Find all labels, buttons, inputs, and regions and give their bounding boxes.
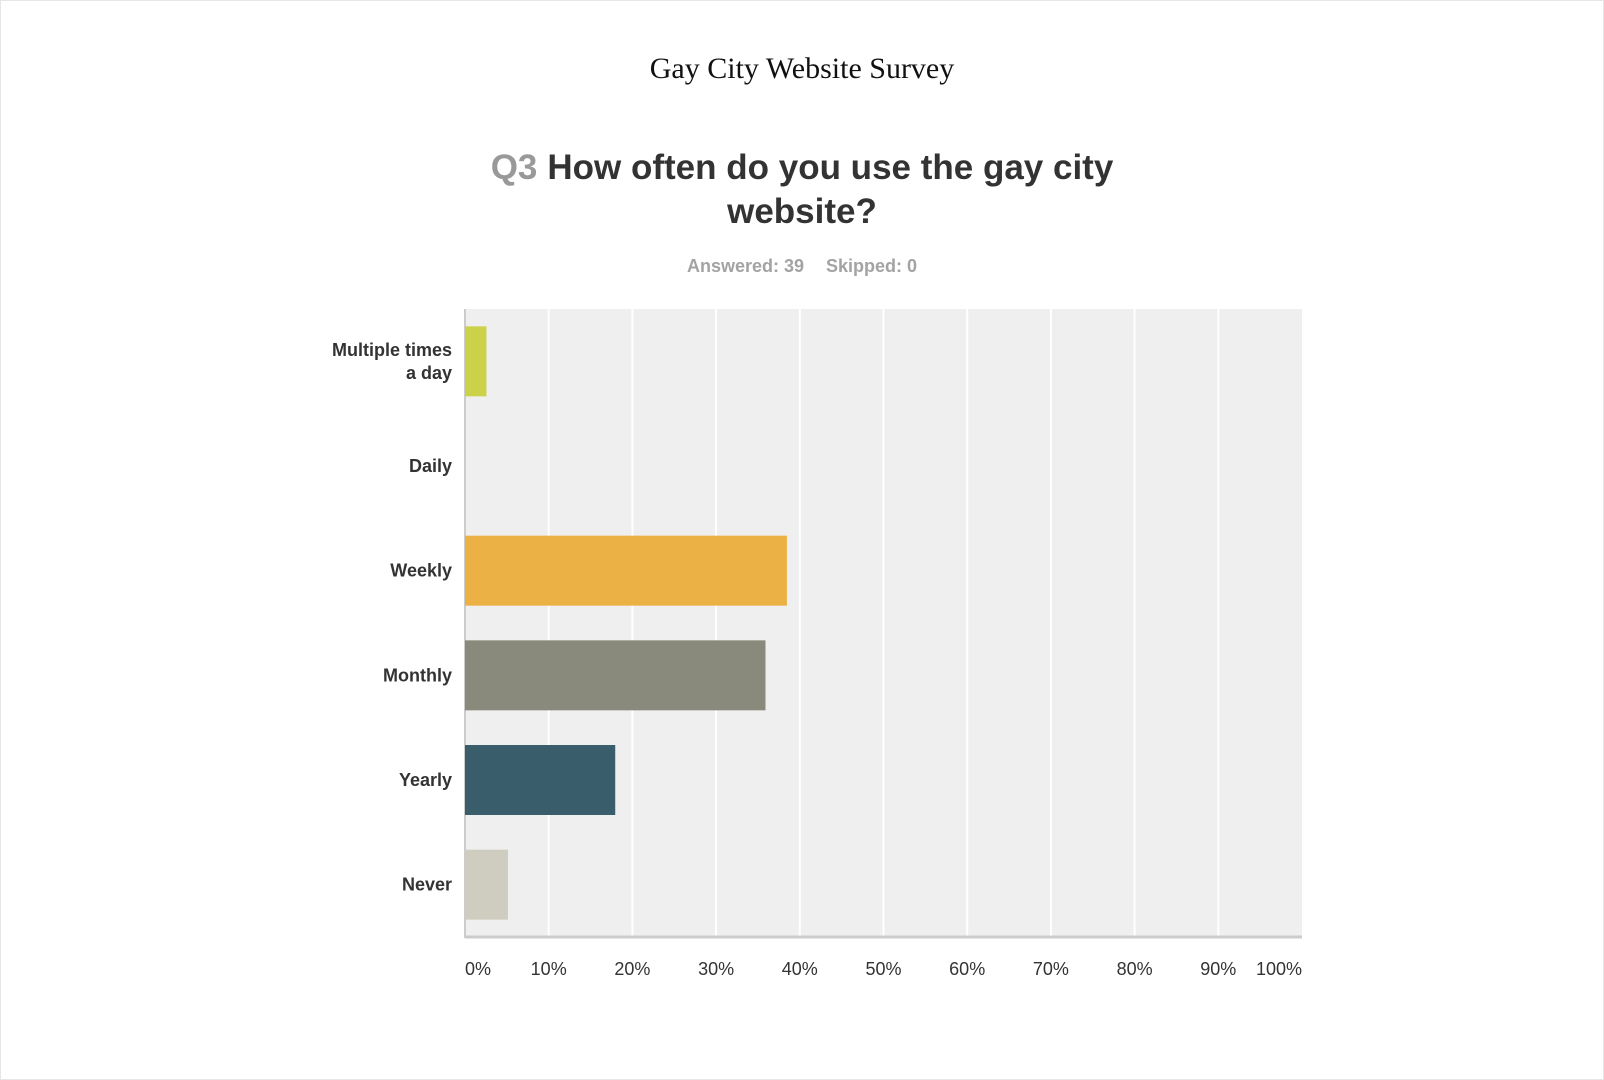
x-tick-label: 30%	[698, 959, 734, 979]
survey-title: Gay City Website Survey	[649, 52, 955, 85]
bar-yearly	[465, 745, 616, 815]
category-label: Monthly	[383, 665, 452, 685]
bar-multiple-times-a-day	[465, 326, 487, 397]
question-text: How often do you use the gay city websit…	[547, 148, 1114, 231]
x-tick-label: 70%	[1033, 959, 1069, 979]
skipped-count: Skipped: 0	[826, 256, 918, 276]
bar-weekly	[465, 535, 787, 606]
x-tick-label: 100%	[1256, 959, 1302, 979]
bar-never	[465, 849, 508, 920]
x-tick-label: 20%	[614, 959, 650, 979]
category-label: Weekly	[390, 561, 452, 581]
x-tick-label: 60%	[949, 959, 985, 979]
category-label: Daily	[409, 456, 452, 476]
x-tick-label: 40%	[782, 959, 818, 979]
x-tick-label: 0%	[465, 959, 491, 979]
question-heading: Q3 How often do you use the gay city webs…	[452, 146, 1152, 234]
x-tick-label: 80%	[1117, 959, 1153, 979]
answer-stats: Answered: 39 Skipped: 0	[0, 256, 1604, 277]
x-tick-label: 90%	[1200, 959, 1236, 979]
category-label: Yearly	[399, 770, 452, 790]
question-number: Q3	[490, 148, 538, 187]
x-tick-label: 50%	[865, 959, 901, 979]
category-label: Multiple times a day	[332, 340, 452, 383]
category-label: Never	[402, 875, 452, 895]
bar-monthly	[465, 640, 766, 711]
x-tick-label: 10%	[531, 959, 567, 979]
answered-count: Answered: 39	[686, 256, 804, 276]
